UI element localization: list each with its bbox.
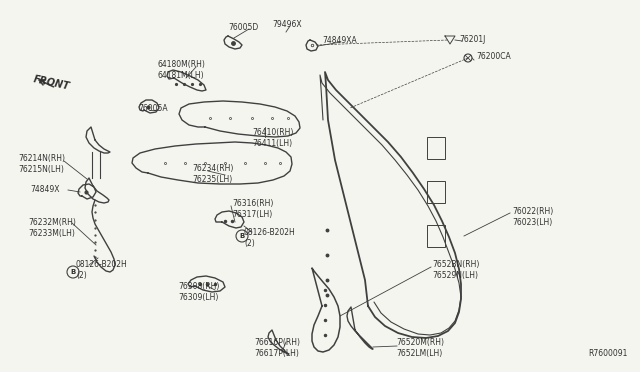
Text: 76232M(RH)
76233M(LH): 76232M(RH) 76233M(LH) — [28, 218, 76, 238]
Text: 76005A: 76005A — [138, 104, 168, 113]
Text: 76520M(RH)
7652LM(LH): 76520M(RH) 7652LM(LH) — [396, 338, 444, 358]
Text: 74849X: 74849X — [30, 185, 60, 194]
Text: 79496X: 79496X — [272, 20, 301, 29]
Bar — [427, 225, 445, 247]
Text: 08126-B202H
(2): 08126-B202H (2) — [244, 228, 296, 248]
Text: R7600091: R7600091 — [589, 349, 628, 358]
Text: 76308(RH)
76309(LH): 76308(RH) 76309(LH) — [178, 282, 220, 302]
Bar — [427, 181, 445, 203]
Text: 76616P(RH)
76617P(LH): 76616P(RH) 76617P(LH) — [254, 338, 300, 358]
Text: B: B — [239, 233, 244, 239]
Text: 76201J: 76201J — [459, 35, 485, 44]
Text: 76200CA: 76200CA — [476, 52, 511, 61]
Text: 76234(RH)
76235(LH): 76234(RH) 76235(LH) — [192, 164, 234, 184]
Text: 64180M(RH)
64181M(LH): 64180M(RH) 64181M(LH) — [158, 60, 206, 80]
Text: 76214N(RH)
76215N(LH): 76214N(RH) 76215N(LH) — [18, 154, 65, 174]
Text: FRONT: FRONT — [33, 74, 71, 92]
Text: B: B — [70, 269, 76, 275]
Text: 74849XA: 74849XA — [322, 36, 356, 45]
Text: 08126-B202H
(2): 08126-B202H (2) — [76, 260, 128, 280]
Text: 76410(RH)
76411(LH): 76410(RH) 76411(LH) — [252, 128, 293, 148]
Text: 7652BN(RH)
76529N(LH): 7652BN(RH) 76529N(LH) — [432, 260, 479, 280]
Text: 76022(RH)
76023(LH): 76022(RH) 76023(LH) — [512, 207, 553, 227]
Text: 76316(RH)
76317(LH): 76316(RH) 76317(LH) — [232, 199, 273, 219]
Text: 76005D: 76005D — [228, 23, 259, 32]
Bar — [427, 137, 445, 159]
